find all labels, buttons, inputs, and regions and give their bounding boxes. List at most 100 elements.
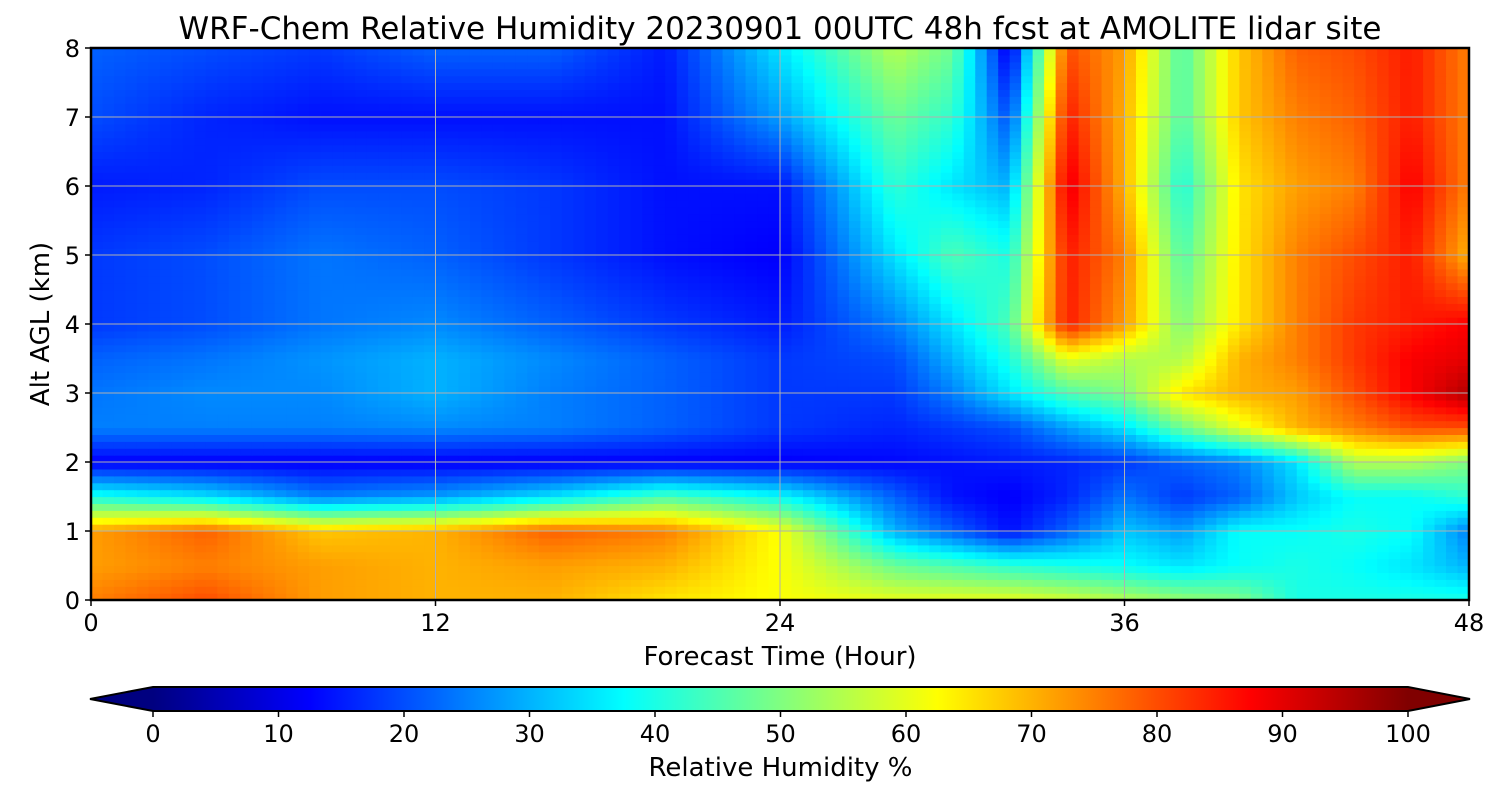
heatmap-cell [401, 344, 414, 353]
heatmap-cell [1113, 524, 1126, 532]
heatmap-cell [446, 393, 460, 401]
heatmap-cell [906, 441, 919, 449]
heatmap-cell [584, 393, 597, 401]
heatmap-cell [378, 406, 391, 415]
heatmap-cell [412, 468, 425, 477]
heatmap-cell [573, 351, 586, 360]
heatmap-cell [722, 475, 735, 484]
heatmap-cell [320, 544, 333, 553]
heatmap-cell [424, 434, 437, 442]
heatmap-cell [228, 379, 241, 387]
heatmap-cell [504, 455, 517, 463]
heatmap-cell [332, 337, 345, 346]
heatmap-cell [1124, 413, 1137, 422]
heatmap-cell [1158, 482, 1172, 491]
heatmap-cell [102, 455, 115, 463]
heatmap-cell [366, 413, 379, 422]
heatmap-cell [607, 482, 620, 491]
heatmap-cell [125, 593, 138, 601]
heatmap-cell [1400, 455, 1413, 463]
heatmap-cell [1446, 586, 1459, 594]
heatmap-cell [205, 551, 218, 560]
heatmap-cell [894, 310, 907, 318]
heatmap-cell [780, 317, 793, 325]
heatmap-cell [171, 427, 184, 435]
heatmap-cell [435, 406, 448, 415]
heatmap-cell [343, 337, 356, 346]
heatmap-cell [458, 386, 471, 394]
heatmap-cell [986, 524, 999, 532]
heatmap-cell [263, 427, 276, 435]
heatmap-cell [1044, 489, 1057, 498]
heatmap-cell [1457, 434, 1470, 442]
heatmap-cell [309, 572, 322, 580]
heatmap-cell [182, 441, 195, 449]
heatmap-cell [492, 324, 505, 332]
heatmap-cell [630, 427, 643, 435]
heatmap-cell [665, 434, 678, 442]
heatmap-cell [630, 441, 643, 449]
heatmap-cell [734, 337, 747, 346]
heatmap-cell [481, 510, 494, 518]
heatmap-cell [1377, 544, 1390, 553]
heatmap-cell [1319, 344, 1332, 353]
heatmap-cell [1411, 558, 1424, 567]
heatmap-cell [389, 344, 402, 353]
heatmap-cell [963, 420, 976, 429]
heatmap-cell [1055, 565, 1068, 573]
heatmap-cell [1423, 351, 1436, 360]
heatmap-cell [1147, 337, 1160, 346]
heatmap-cell [1319, 482, 1332, 491]
heatmap-cell [780, 475, 793, 484]
heatmap-cell [251, 586, 264, 594]
heatmap-cell [1101, 434, 1114, 442]
heatmap-cell [1170, 413, 1183, 422]
heatmap-cell [389, 358, 402, 366]
heatmap-cell [251, 462, 264, 470]
heatmap-cell [814, 524, 827, 532]
heatmap-cell [871, 337, 884, 346]
heatmap-cell [389, 393, 402, 401]
heatmap-cell [584, 482, 597, 491]
heatmap-cell [630, 496, 643, 504]
heatmap-cell [1434, 379, 1447, 387]
heatmap-cell [1273, 358, 1286, 366]
heatmap-cell [458, 358, 471, 366]
heatmap-cell [1021, 572, 1034, 580]
heatmap-cell [573, 455, 586, 463]
heatmap-cell [1135, 558, 1149, 567]
heatmap-cell [1446, 386, 1459, 394]
heatmap-cell [550, 406, 563, 415]
heatmap-cell [1434, 330, 1447, 339]
heatmap-cell [653, 531, 666, 539]
heatmap-cell [1388, 427, 1401, 435]
heatmap-cell [688, 510, 701, 518]
heatmap-cell [1365, 510, 1378, 518]
heatmap-cell [91, 565, 104, 573]
heatmap-cell [136, 351, 150, 360]
heatmap-cell [182, 406, 195, 415]
heatmap-cell [768, 496, 781, 504]
heatmap-cell [332, 399, 345, 408]
heatmap-cell [263, 586, 276, 594]
heatmap-cell [194, 324, 207, 332]
heatmap-cell [791, 531, 804, 539]
heatmap-cell [1262, 455, 1275, 463]
heatmap-cell [573, 365, 586, 373]
heatmap-cell [469, 399, 483, 408]
heatmap-cell [297, 537, 310, 546]
heatmap-cell [722, 406, 735, 415]
heatmap-cell [1044, 496, 1057, 504]
heatmap-cell [883, 496, 896, 504]
heatmap-cell [1319, 455, 1332, 463]
heatmap-cell [791, 337, 804, 346]
heatmap-cell [355, 420, 368, 429]
heatmap-cell [1365, 427, 1378, 435]
heatmap-cell [1239, 468, 1252, 477]
heatmap-cell [1388, 517, 1401, 525]
heatmap-cell [1250, 531, 1263, 539]
heatmap-cell [1273, 579, 1286, 587]
heatmap-cell [1090, 420, 1103, 429]
heatmap-cell [848, 468, 861, 477]
heatmap-cell [699, 427, 712, 435]
